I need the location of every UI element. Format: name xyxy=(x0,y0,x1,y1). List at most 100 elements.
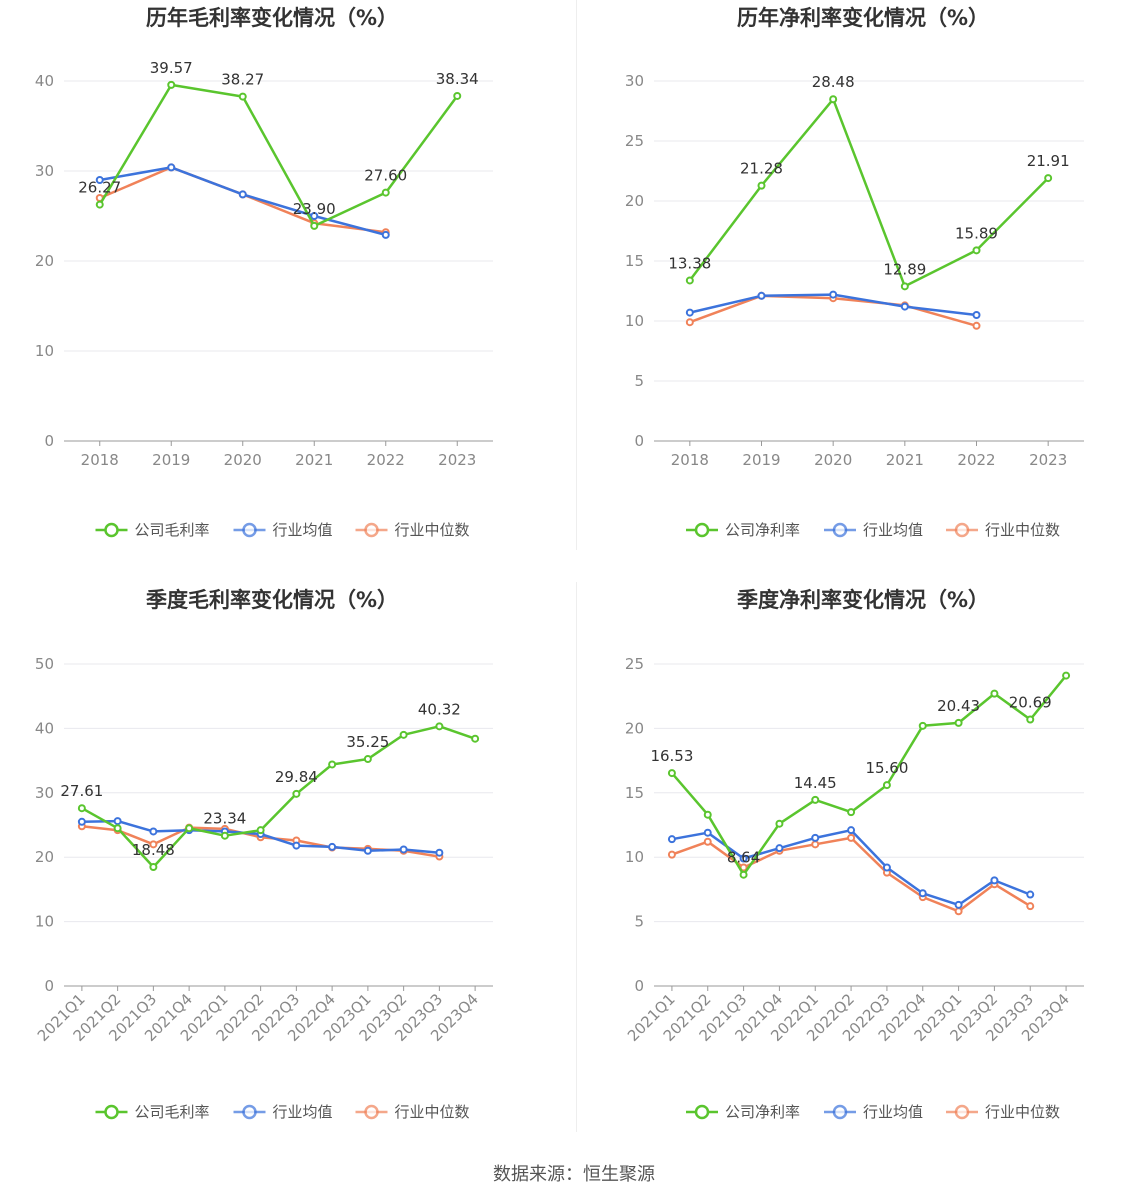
y-tick-label: 15 xyxy=(625,252,644,270)
series-line-company xyxy=(670,674,1068,876)
x-tick-label: 2022 xyxy=(957,451,995,469)
data-point-company xyxy=(685,276,694,285)
data-label: 21.28 xyxy=(740,160,783,178)
x-tick-label: 2021 xyxy=(886,451,924,469)
data-label: 15.89 xyxy=(955,224,998,242)
data-source: 数据来源：恒生聚源 xyxy=(493,1164,655,1185)
legend-marker xyxy=(242,1104,257,1120)
data-point-median xyxy=(811,840,820,849)
data-point-median xyxy=(847,833,856,842)
chart-quarterly-net-margin: 季度净利率变化情况（%） 0 5 10 15 20 25 2021Q1 2021Q2 2021Q3… xyxy=(577,582,1148,1142)
data-point-company xyxy=(739,870,748,879)
vertical-divider-top xyxy=(576,0,577,550)
y-tick-label: 40 xyxy=(35,719,54,737)
data-point-avg xyxy=(1026,890,1035,899)
data-point-avg xyxy=(667,835,676,844)
legend-item-median: 行业中位数 xyxy=(946,521,1060,539)
y-tick-label: 20 xyxy=(625,719,644,737)
data-point-median xyxy=(149,840,158,849)
data-label: 13.38 xyxy=(668,254,711,272)
data-point-avg xyxy=(328,842,337,851)
data-point-median xyxy=(972,321,981,330)
legend-item-company: 公司净利率 xyxy=(686,521,800,539)
x-tick-label: 2018 xyxy=(81,451,119,469)
y-tick-label: 0 xyxy=(44,977,54,995)
data-point-company xyxy=(847,808,856,817)
x-tick-label: 2020 xyxy=(224,451,262,469)
data-point-company xyxy=(775,819,784,828)
data-point-company xyxy=(811,795,820,804)
data-point-avg xyxy=(972,311,981,319)
x-tick-label: 2023 xyxy=(1029,451,1067,469)
y-tick-label: 20 xyxy=(625,192,644,210)
data-point-avg xyxy=(77,817,86,826)
legend-label: 公司毛利率 xyxy=(135,521,210,539)
data-point-company xyxy=(435,722,444,731)
data-label: 15.60 xyxy=(865,759,908,777)
legend-item-company: 公司净利率 xyxy=(686,1103,800,1121)
data-point-avg xyxy=(954,900,963,909)
legend-marker xyxy=(954,522,970,538)
legend-marker xyxy=(364,522,379,538)
data-point-company xyxy=(1026,715,1035,724)
data-label: 23.34 xyxy=(203,810,246,828)
data-point-avg xyxy=(918,889,927,898)
data-point-company xyxy=(829,95,838,104)
y-tick-label: 5 xyxy=(634,913,644,931)
chart-title: 历年净利率变化情况（%） xyxy=(737,6,989,30)
x-tick-label: 2021 xyxy=(295,451,333,469)
data-point-company xyxy=(238,92,247,101)
data-label: 38.27 xyxy=(221,71,264,89)
y-tick-label: 30 xyxy=(625,72,644,90)
data-point-avg xyxy=(757,291,766,300)
legend-marker xyxy=(242,522,257,538)
data-point-median xyxy=(1026,902,1035,911)
data-point-company xyxy=(363,754,372,763)
legend-label: 公司净利率 xyxy=(725,1103,800,1121)
data-point-company xyxy=(399,730,408,739)
data-label: 23.90 xyxy=(293,200,336,218)
data-point-median xyxy=(703,837,712,846)
data-point-company xyxy=(954,718,963,727)
data-point-avg xyxy=(399,845,408,854)
vertical-divider-bottom xyxy=(576,582,577,1132)
data-point-avg xyxy=(900,302,909,311)
legend-marker xyxy=(364,1104,379,1120)
legend-item-median: 行业中位数 xyxy=(946,1103,1060,1121)
y-tick-label: 15 xyxy=(625,784,644,802)
data-label: 20.69 xyxy=(1009,694,1052,712)
data-point-company xyxy=(113,824,122,833)
legend-marker xyxy=(832,522,848,538)
data-label: 20.43 xyxy=(937,697,980,715)
legend-label: 行业中位数 xyxy=(395,1103,470,1121)
y-tick-label: 10 xyxy=(35,342,54,360)
legend-item-avg: 行业均值 xyxy=(824,1103,923,1121)
data-point-avg xyxy=(775,844,784,853)
data-point-avg xyxy=(292,841,301,850)
legend-item-median: 行业中位数 xyxy=(355,1103,470,1121)
y-tick-label: 0 xyxy=(634,977,644,995)
y-tick-label: 10 xyxy=(625,312,644,330)
chart-annual-net-margin: 历年净利率变化情况（%） 0 5 10 15 20 25 30 2018 2019 2020 2021… xyxy=(577,0,1148,560)
legend-label: 行业均值 xyxy=(273,521,333,539)
legend-item-median: 行业中位数 xyxy=(355,521,470,539)
data-label: 26.27 xyxy=(78,179,121,197)
data-label: 29.84 xyxy=(275,768,318,786)
data-point-avg xyxy=(990,876,999,885)
chart-title: 历年毛利率变化情况（%） xyxy=(146,6,398,30)
legend-label: 公司净利率 xyxy=(725,521,800,539)
data-point-company xyxy=(292,789,301,798)
series-line-avg xyxy=(99,166,387,237)
y-tick-label: 30 xyxy=(35,162,54,180)
data-label: 40.32 xyxy=(418,700,461,718)
data-point-company xyxy=(167,80,176,89)
data-label: 8.64 xyxy=(727,849,760,867)
x-tick-label: 2022 xyxy=(367,451,405,469)
data-point-company xyxy=(310,221,319,230)
data-point-company xyxy=(453,91,462,100)
chart-annual-gross-margin: 历年毛利率变化情况（%） 0 10 20 30 40 2018 2019 2020 2021 202… xyxy=(0,0,576,560)
y-tick-label: 40 xyxy=(35,72,54,90)
data-point-median xyxy=(667,850,676,859)
data-point-company xyxy=(882,781,891,790)
data-point-avg xyxy=(363,846,372,855)
